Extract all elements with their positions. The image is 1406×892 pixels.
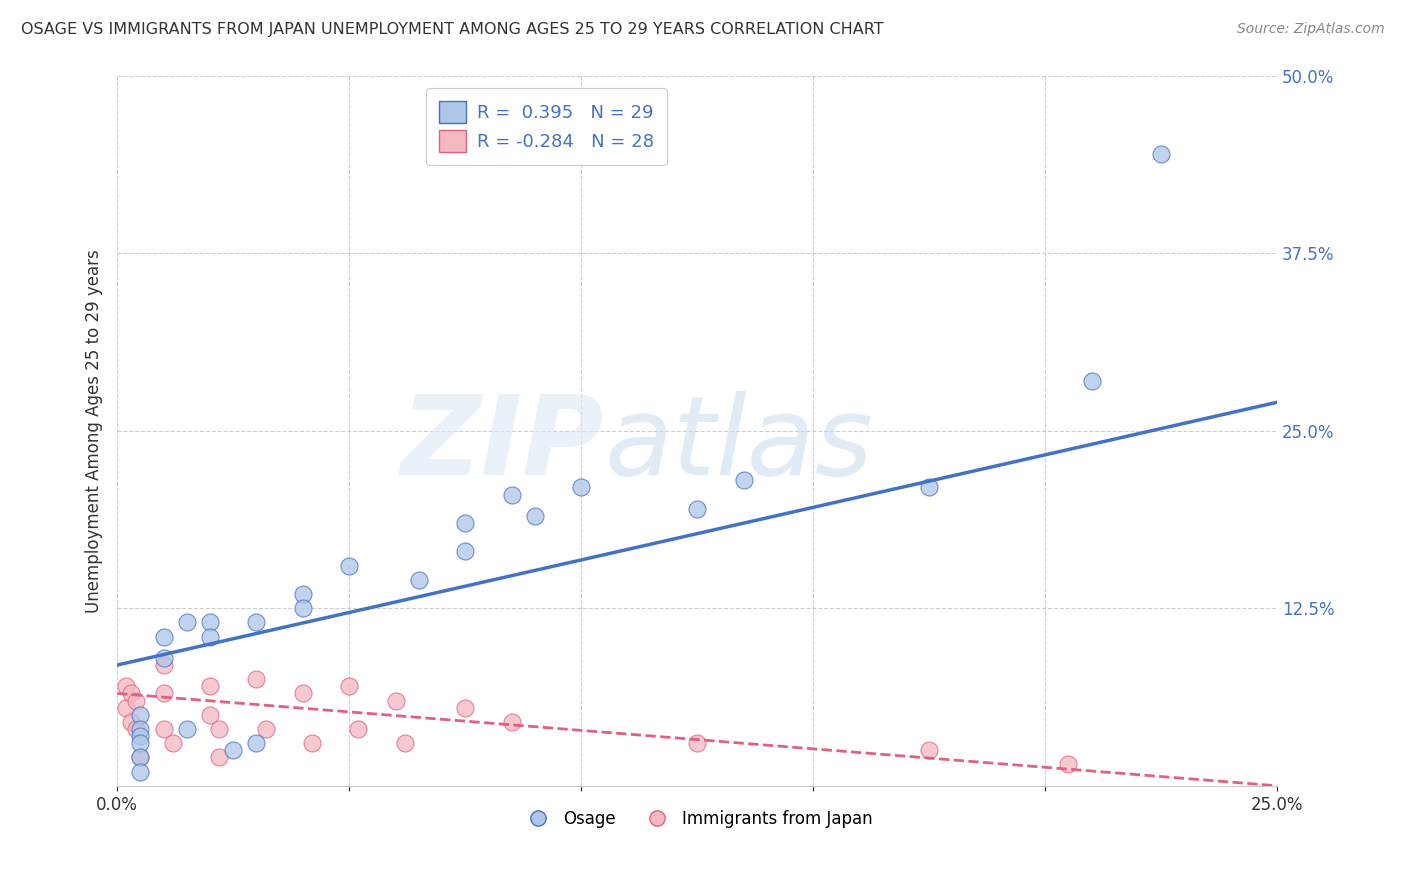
Point	[152, 658, 174, 673]
Point	[129, 764, 152, 779]
Point	[222, 743, 245, 757]
Point	[152, 686, 174, 700]
Point	[245, 736, 267, 750]
Point	[569, 480, 592, 494]
Point	[129, 736, 152, 750]
Y-axis label: Unemployment Among Ages 25 to 29 years: Unemployment Among Ages 25 to 29 years	[86, 249, 103, 613]
Point	[198, 615, 221, 630]
Point	[115, 679, 138, 693]
Point	[129, 750, 152, 764]
Point	[384, 693, 406, 707]
Point	[501, 487, 523, 501]
Point	[208, 722, 231, 736]
Point	[301, 736, 323, 750]
Text: atlas: atlas	[605, 392, 873, 499]
Text: Source: ZipAtlas.com: Source: ZipAtlas.com	[1237, 22, 1385, 37]
Point	[686, 501, 709, 516]
Point	[347, 722, 370, 736]
Point	[198, 707, 221, 722]
Point	[501, 714, 523, 729]
Point	[198, 630, 221, 644]
Point	[408, 573, 430, 587]
Point	[254, 722, 277, 736]
Point	[162, 736, 184, 750]
Point	[120, 686, 142, 700]
Text: ZIP: ZIP	[401, 392, 605, 499]
Text: OSAGE VS IMMIGRANTS FROM JAPAN UNEMPLOYMENT AMONG AGES 25 TO 29 YEARS CORRELATIO: OSAGE VS IMMIGRANTS FROM JAPAN UNEMPLOYM…	[21, 22, 884, 37]
Point	[454, 516, 477, 530]
Point	[337, 558, 360, 573]
Point	[129, 722, 152, 736]
Point	[523, 508, 546, 523]
Point	[291, 587, 314, 601]
Point	[394, 736, 416, 750]
Point	[1150, 146, 1173, 161]
Point	[245, 672, 267, 686]
Point	[208, 750, 231, 764]
Point	[291, 686, 314, 700]
Point	[1080, 374, 1102, 388]
Point	[1057, 757, 1080, 772]
Point	[152, 630, 174, 644]
Point	[129, 750, 152, 764]
Point	[918, 480, 941, 494]
Point	[115, 700, 138, 714]
Point	[454, 700, 477, 714]
Point	[176, 722, 198, 736]
Point	[152, 722, 174, 736]
Point	[454, 544, 477, 558]
Point	[152, 651, 174, 665]
Point	[291, 601, 314, 615]
Legend: Osage, Immigrants from Japan: Osage, Immigrants from Japan	[515, 803, 880, 834]
Point	[125, 722, 148, 736]
Point	[733, 474, 755, 488]
Point	[129, 729, 152, 743]
Point	[918, 743, 941, 757]
Point	[125, 693, 148, 707]
Point	[245, 615, 267, 630]
Point	[120, 714, 142, 729]
Point	[198, 679, 221, 693]
Point	[686, 736, 709, 750]
Point	[337, 679, 360, 693]
Point	[129, 707, 152, 722]
Point	[176, 615, 198, 630]
